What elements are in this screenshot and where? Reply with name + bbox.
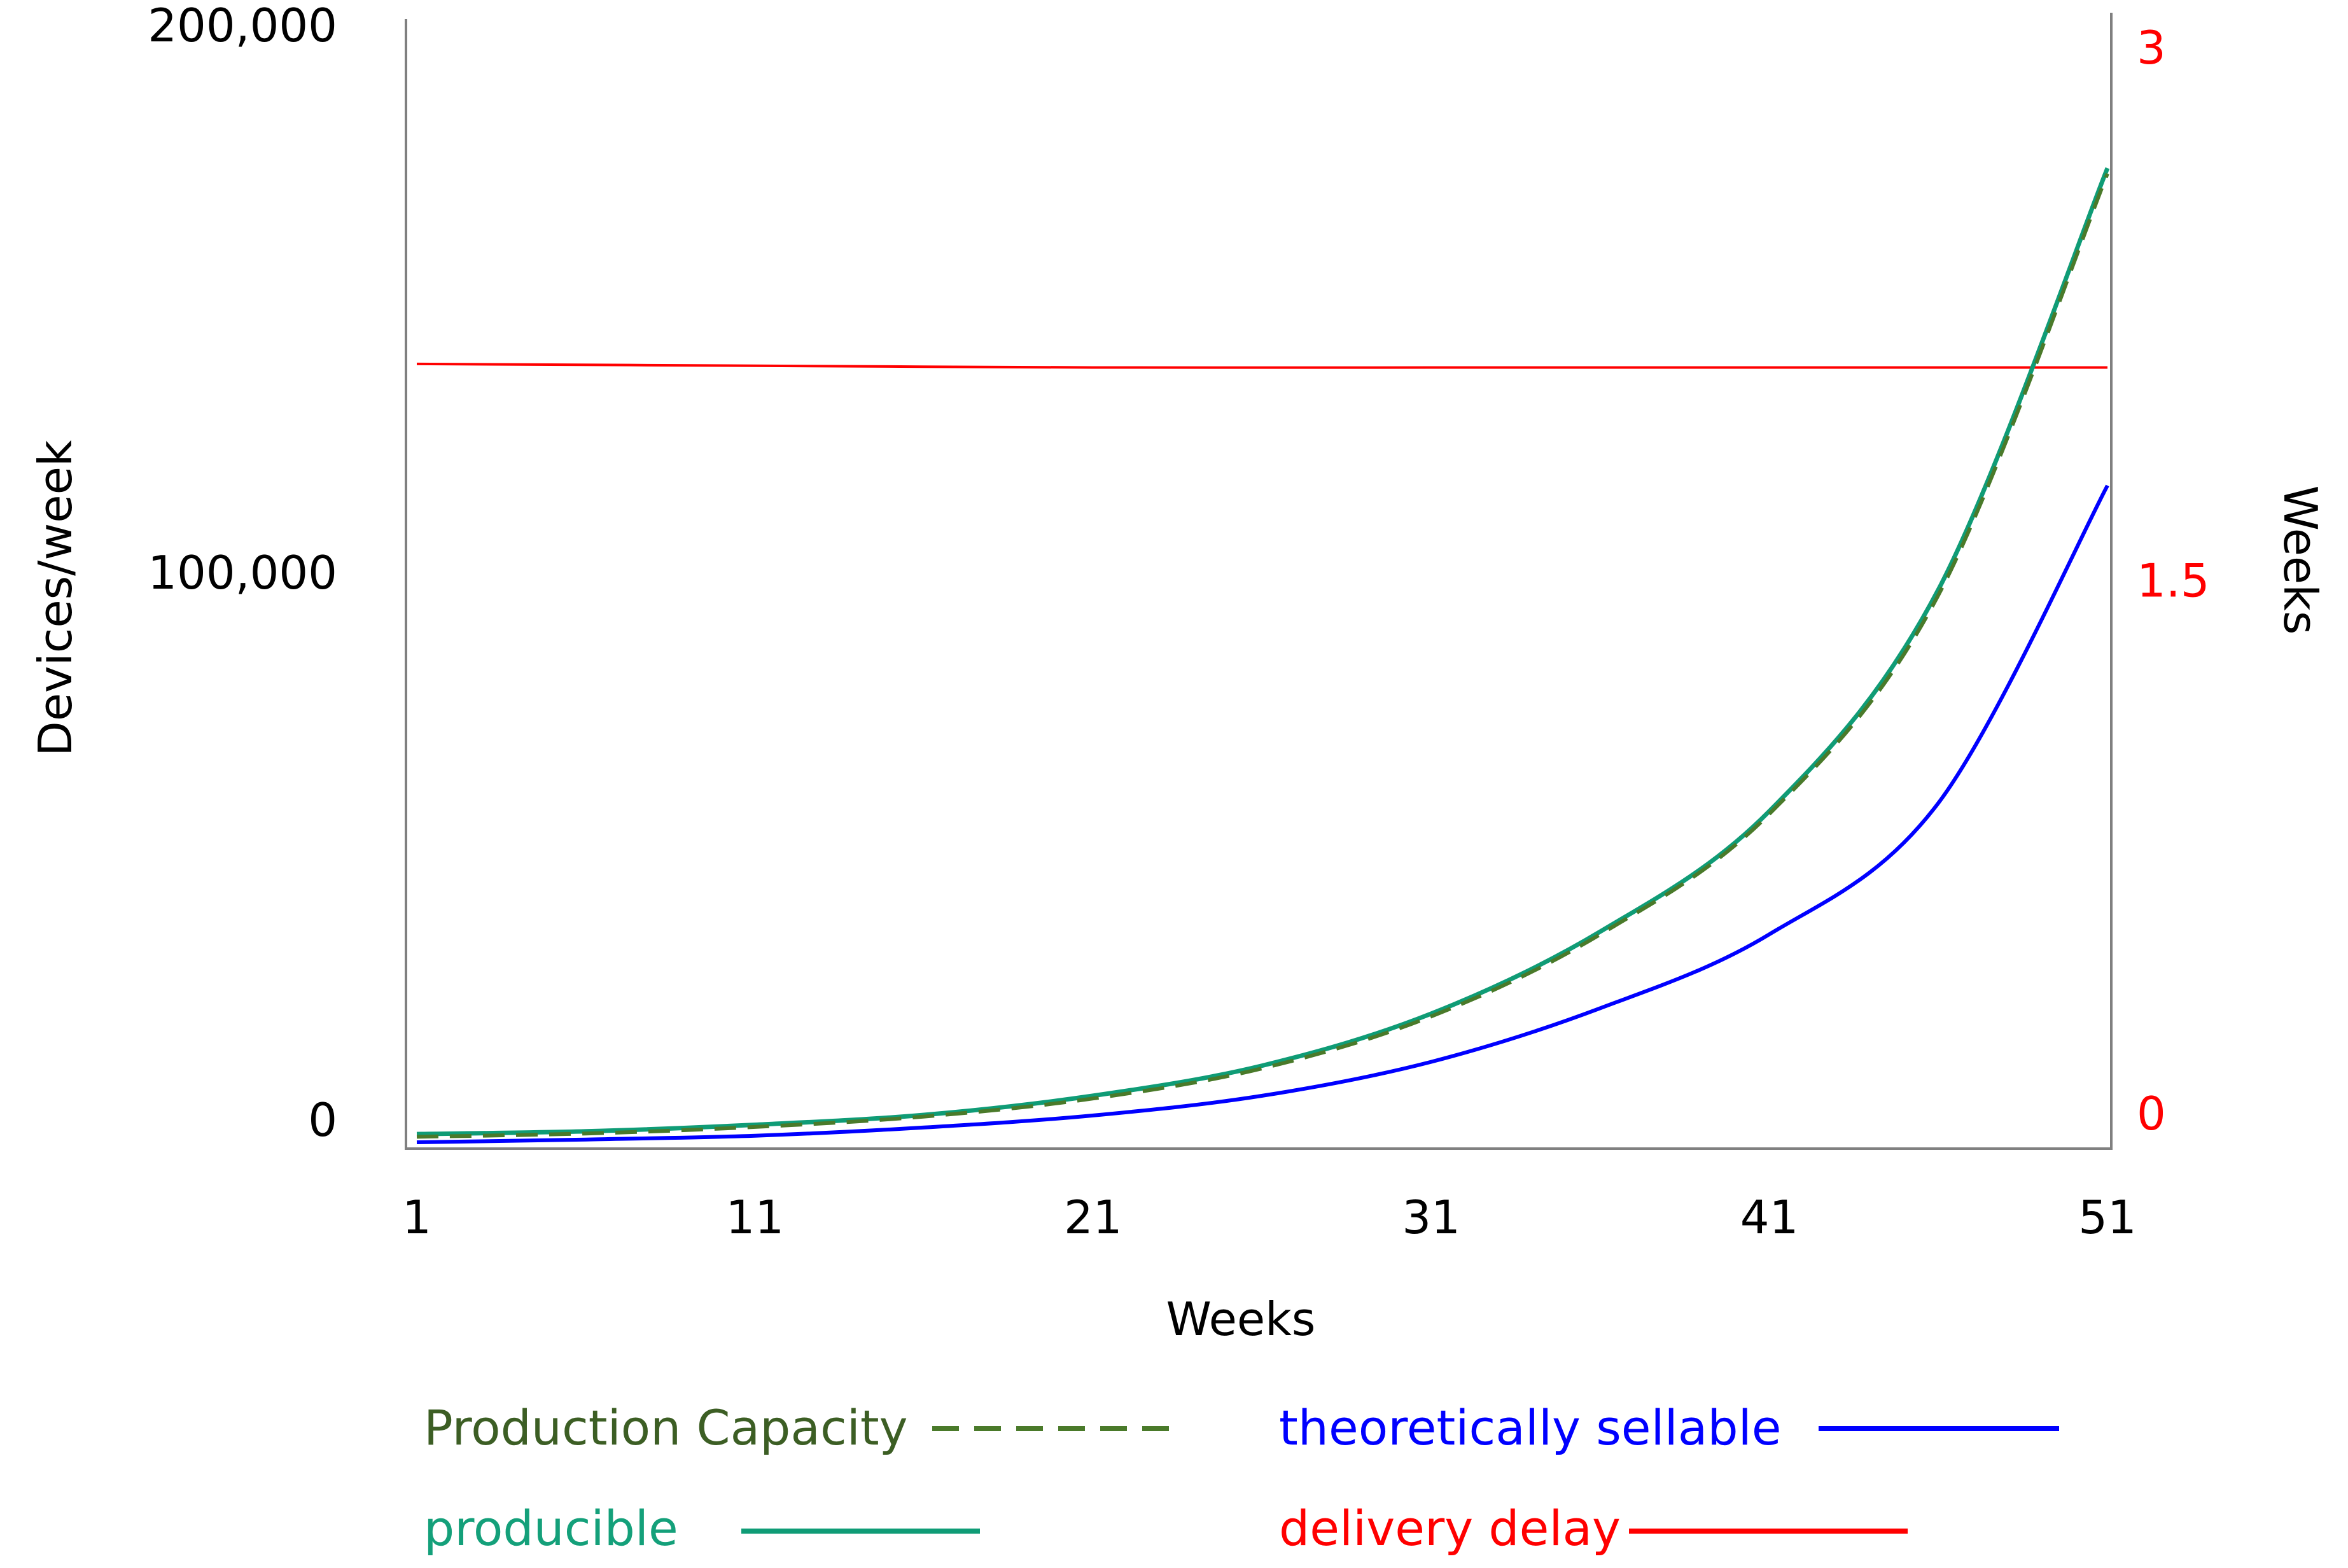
legend-item-production-capacity: Production Capacity bbox=[424, 1399, 1177, 1456]
x-axis-title: Weeks bbox=[1166, 1292, 1316, 1346]
legend-label: Production Capacity bbox=[424, 1399, 908, 1456]
legend-item-producible: producible bbox=[424, 1500, 980, 1557]
legend-label: delivery delay bbox=[1279, 1500, 1621, 1557]
left-axis-title: Devices/week bbox=[29, 440, 82, 756]
x-tick-label: 51 bbox=[2078, 1191, 2137, 1244]
left-tick-labels: 0 100,000 200,000 bbox=[148, 0, 337, 1147]
left-tick-label: 200,000 bbox=[148, 0, 337, 52]
x-tick-label: 31 bbox=[1402, 1191, 1460, 1244]
producible-line bbox=[416, 167, 2110, 1137]
legend-item-delivery-delay: delivery delay bbox=[1279, 1500, 1908, 1557]
x-tick-labels: 1 11 21 31 41 51 bbox=[402, 1191, 2137, 1244]
right-tick-label: 1.5 bbox=[2137, 554, 2210, 608]
production-capacity-line bbox=[416, 172, 2109, 1139]
x-tick-label: 41 bbox=[1740, 1191, 1799, 1244]
left-tick-label: 100,000 bbox=[148, 546, 337, 599]
legend: Production Capacity theoretically sellab… bbox=[424, 1399, 2059, 1557]
legend-label: producible bbox=[424, 1500, 678, 1557]
legend-item-theoretically-sellable: theoretically sellable bbox=[1279, 1399, 2059, 1456]
theoretically-sellable-line bbox=[416, 484, 2109, 1144]
right-tick-labels: 0 1.5 3 bbox=[2137, 21, 2210, 1140]
left-tick-label: 0 bbox=[308, 1093, 337, 1147]
x-tick-label: 21 bbox=[1064, 1191, 1122, 1244]
delivery-delay-line bbox=[416, 362, 2107, 369]
right-axis-title: Weeks bbox=[2274, 486, 2327, 635]
legend-label: theoretically sellable bbox=[1279, 1399, 1781, 1456]
right-tick-label: 3 bbox=[2137, 21, 2166, 74]
x-tick-label: 11 bbox=[726, 1191, 785, 1244]
x-tick-label: 1 bbox=[402, 1191, 431, 1244]
right-tick-label: 0 bbox=[2137, 1087, 2166, 1140]
